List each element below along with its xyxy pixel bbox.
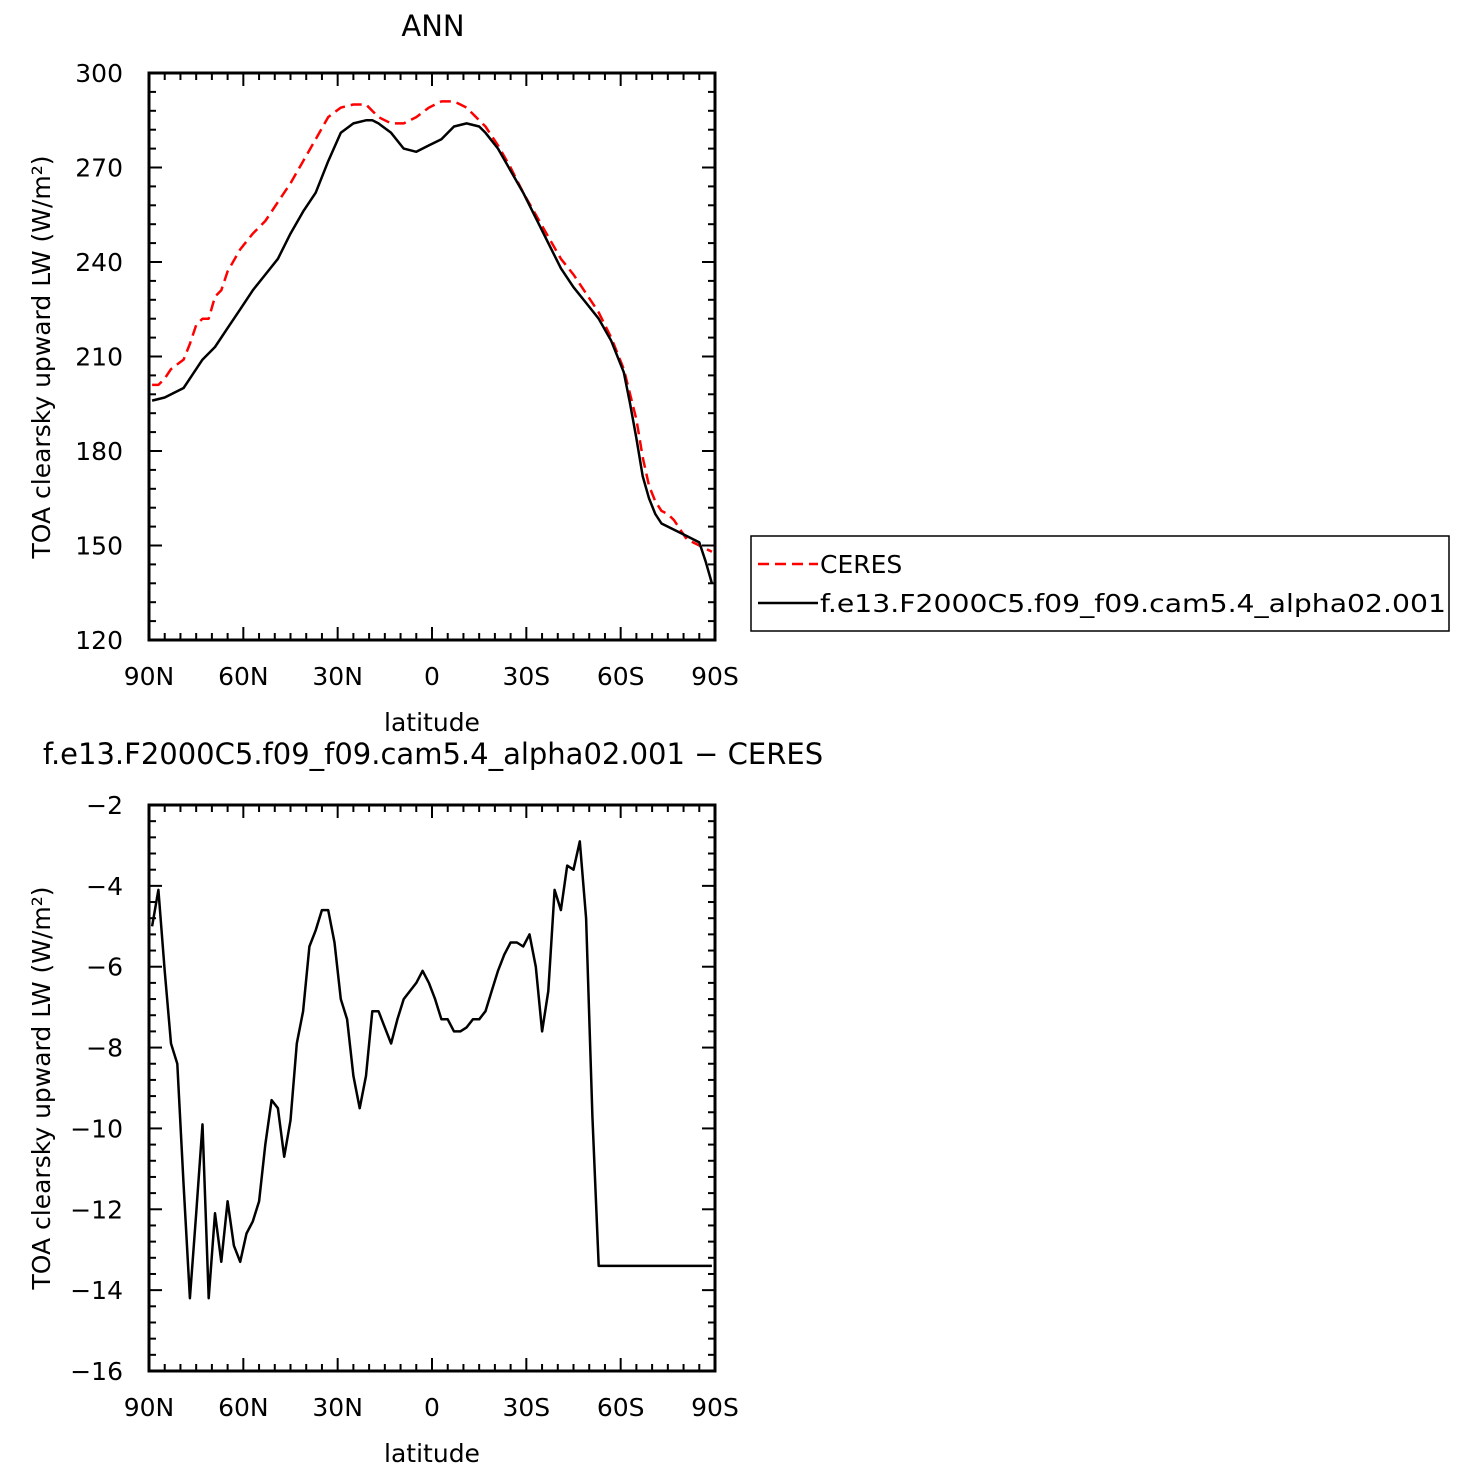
- bottom-y-tick-label: −12: [70, 1195, 123, 1224]
- top-plot-frame: [147, 71, 717, 642]
- legend: CERES f.e13.F2000C5.f09_f09.cam5.4_alpha…: [750, 535, 1450, 632]
- top-series-ceres: [152, 100, 713, 553]
- bottom-y-tick-label: −16: [70, 1357, 123, 1386]
- bottom-x-tick-label: 60N: [218, 1393, 269, 1422]
- top-x-tick-label: 90S: [691, 662, 739, 691]
- top-y-tick-label: 150: [75, 532, 123, 561]
- top-x-tick-label: 60N: [218, 662, 269, 691]
- bottom-chart-title: f.e13.F2000C5.f09_f09.cam5.4_alpha02.001…: [43, 737, 823, 771]
- top-y-tick-label: 180: [75, 437, 123, 466]
- top-chart-title: ANN: [401, 9, 464, 43]
- bottom-x-tick-label: 30N: [312, 1393, 363, 1422]
- bottom-x-tick-label: 60S: [597, 1393, 645, 1422]
- bottom-y-tick-label: −2: [86, 791, 123, 820]
- top-x-axis-label: latitude: [384, 708, 480, 737]
- legend-label-ceres: CERES: [820, 550, 902, 579]
- bottom-y-tick-label: −4: [86, 872, 123, 901]
- legend-label-model: f.e13.F2000C5.f09_f09.cam5.4_alpha02.001: [820, 589, 1446, 618]
- legend-box: [750, 535, 1450, 632]
- top-y-axis-label: TOA clearsky upward LW (W/m²): [27, 155, 56, 559]
- bottom-x-axis-label: latitude: [384, 1439, 480, 1468]
- top-series-model: [151, 119, 714, 584]
- bottom-y-tick-label: −14: [70, 1276, 123, 1305]
- top-y-tick-label: 240: [75, 248, 123, 277]
- bottom-x-tick-label: 0: [424, 1393, 440, 1422]
- bottom-plot-frame: [147, 803, 717, 1373]
- top-x-tick-label: 60S: [597, 662, 645, 691]
- top-panel: ANN 90N 60N 30N 0 30S 60S 90S 120 150 180 210 240 27…: [27, 9, 739, 737]
- top-x-tick-label: 0: [424, 662, 440, 691]
- bottom-y-tick-label: −8: [86, 1034, 123, 1063]
- bottom-panel: f.e13.F2000C5.f09_f09.cam5.4_alpha02.001…: [27, 737, 823, 1468]
- top-x-tick-label: 30N: [312, 662, 363, 691]
- bottom-series-difference: [150, 840, 712, 1300]
- bottom-y-tick-label: −10: [70, 1114, 123, 1143]
- top-y-tick-label: 120: [75, 626, 123, 655]
- top-y-tick-label: 300: [75, 59, 123, 88]
- bottom-y-tick-label: −6: [86, 953, 123, 982]
- bottom-x-tick-label: 30S: [502, 1393, 550, 1422]
- bottom-x-tick-label: 90S: [691, 1393, 739, 1422]
- bottom-x-tick-label: 90N: [124, 1393, 175, 1422]
- top-x-tick-label: 30S: [502, 662, 550, 691]
- bottom-y-axis-label: TOA clearsky upward LW (W/m²): [27, 886, 56, 1290]
- top-y-tick-label: 210: [75, 343, 123, 372]
- top-x-tick-label: 90N: [124, 662, 175, 691]
- top-y-tick-label: 270: [75, 154, 123, 183]
